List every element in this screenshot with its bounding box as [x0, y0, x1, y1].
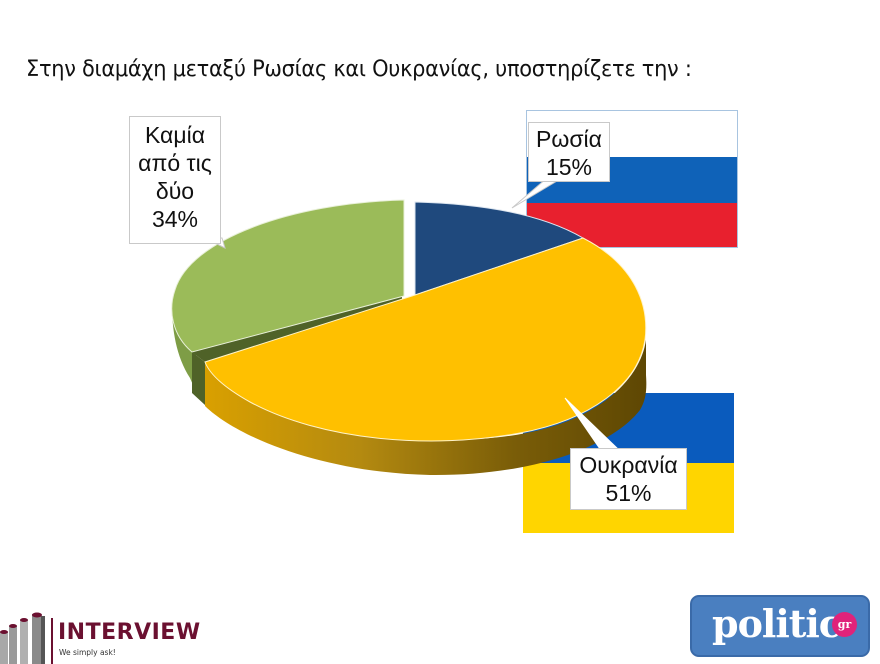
- interview-logo-tagline: We simply ask!: [59, 648, 116, 657]
- pie-slice-none: [171, 199, 405, 405]
- none-label-line1: Καμία: [144, 122, 205, 148]
- interview-logo: INTERVIEW We simply ask!: [0, 612, 210, 664]
- interview-logo-divider: [51, 618, 53, 664]
- politic-logo-name: politic: [712, 601, 842, 646]
- ukraine-label-name: Ουκρανία: [579, 452, 678, 478]
- bar-chart-logo-icon: [0, 612, 45, 664]
- none-label-line3: δύο: [155, 178, 195, 204]
- politic-logo-gr-badge: gr: [832, 612, 857, 637]
- russia-label-name: Ρωσία: [536, 126, 602, 152]
- russia-label-pct: 15%: [545, 154, 593, 180]
- politic-logo: politic gr: [690, 595, 870, 657]
- russia-data-label: Ρωσία 15%: [528, 122, 610, 182]
- none-label-line2: από τις: [138, 150, 212, 176]
- interview-logo-name: INTERVIEW: [58, 620, 201, 645]
- none-label-pct: 34%: [151, 206, 199, 232]
- ukraine-label-pct: 51%: [605, 480, 652, 506]
- pie-slice-ukraine: [204, 237, 647, 476]
- ukraine-data-label: Ουκρανία 51%: [570, 448, 687, 510]
- russia-callout-pointer: [511, 177, 564, 209]
- chart-title: Στην διαμάχη μεταξύ Ρωσίας και Ουκρανίας…: [26, 56, 692, 82]
- none-data-label: Καμία από τις δύο 34%: [129, 116, 221, 244]
